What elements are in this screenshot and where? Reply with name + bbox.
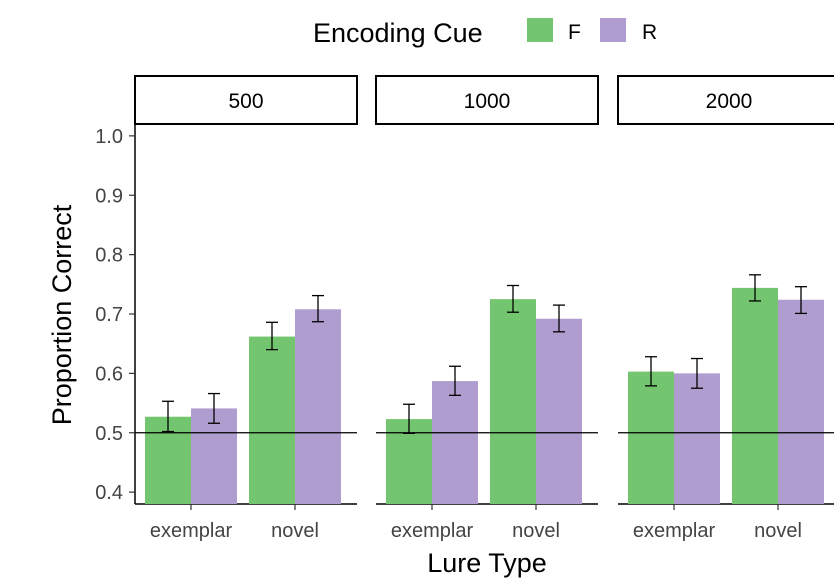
bar (628, 371, 674, 504)
y-tick-label: 0.9 (95, 185, 123, 207)
facet-label: 500 (228, 90, 263, 113)
x-axis-title: Lure Type (427, 548, 547, 578)
legend-key-f (527, 18, 553, 42)
plot-area: 0.4 0.5 0.6 0.7 0.8 0.9 1.0 500 exemplar novel 100… (95, 75, 834, 542)
y-tick-label: 0.4 (95, 482, 123, 504)
facet-strip (617, 75, 834, 125)
legend: Encoding Cue F R (313, 18, 657, 48)
y-tick-label: 0.8 (95, 245, 123, 267)
bar (249, 336, 295, 504)
x-tick-label: novel (271, 520, 319, 542)
facet-strip (134, 75, 358, 125)
y-tick-label: 1.0 (95, 126, 123, 148)
bar (490, 299, 536, 504)
y-axis-title: Proportion Correct (47, 204, 77, 425)
legend-key-r (600, 18, 626, 42)
bar (432, 381, 478, 504)
bar (295, 309, 341, 504)
legend-title: Encoding Cue (313, 18, 483, 48)
x-tick-label: novel (754, 520, 802, 542)
facet-label: 1000 (464, 90, 511, 113)
x-tick-label: novel (512, 520, 560, 542)
bar (778, 299, 824, 504)
bar (536, 318, 582, 504)
y-tick-label: 0.6 (95, 363, 123, 385)
facet-label: 2000 (706, 90, 753, 113)
legend-label-f: F (568, 21, 581, 44)
y-tick-label: 0.7 (95, 304, 123, 326)
legend-label-r: R (642, 21, 657, 44)
y-tick-label: 0.5 (95, 423, 123, 445)
x-tick-label: exemplar (150, 520, 233, 542)
bar (191, 408, 237, 504)
bar (674, 373, 720, 504)
facet-strip (375, 75, 599, 125)
bar (732, 287, 778, 504)
x-tick-label: exemplar (633, 520, 716, 542)
x-tick-label: exemplar (391, 520, 474, 542)
